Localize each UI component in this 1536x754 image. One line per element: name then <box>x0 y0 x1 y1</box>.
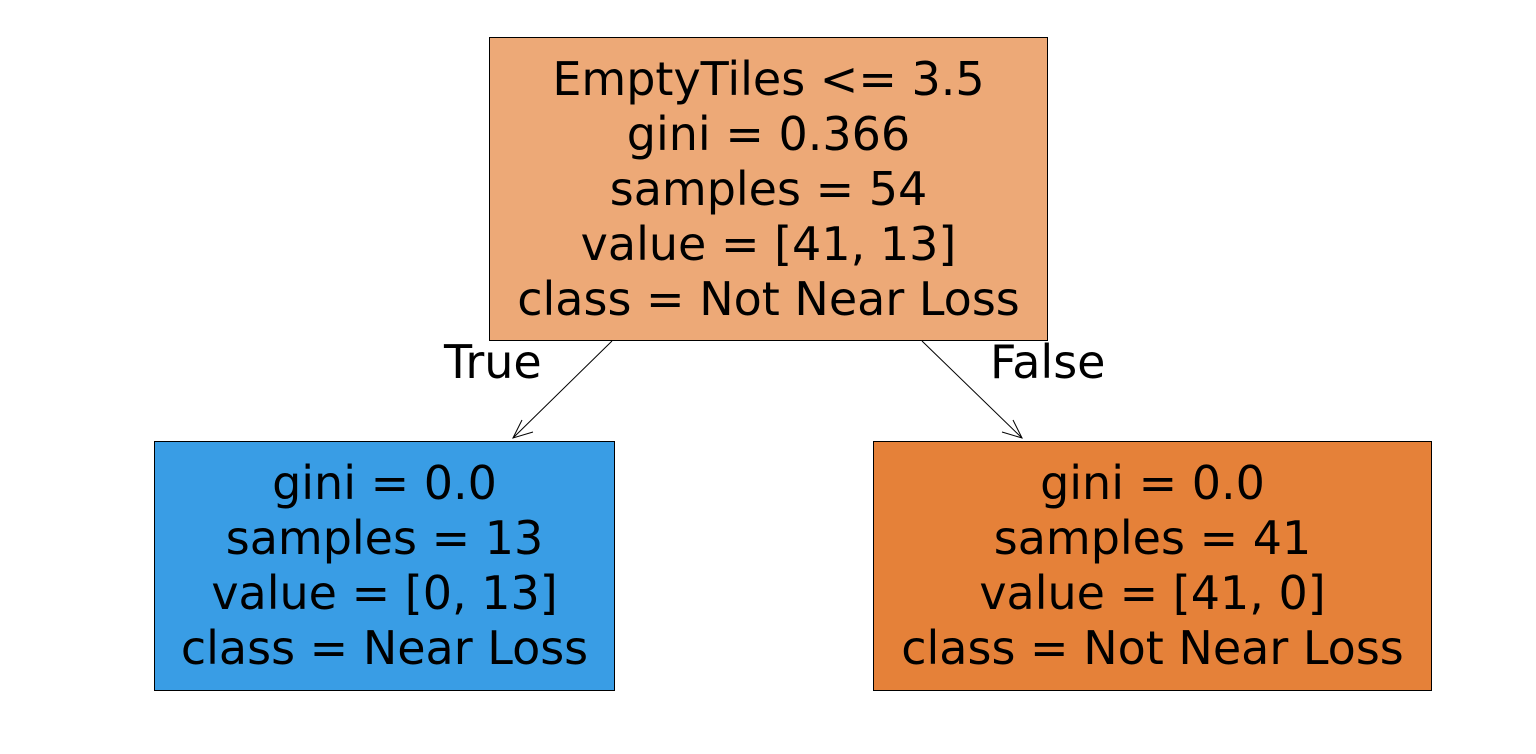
edge-false-arrowhead <box>1001 419 1023 439</box>
root-gini: gini = 0.366 <box>626 106 911 161</box>
right-samples: samples = 41 <box>993 511 1312 565</box>
edge-true-arrowhead <box>512 419 534 439</box>
left-leaf-node: gini = 0.0 samples = 13 value = [0, 13] … <box>154 441 615 691</box>
right-leaf-node: gini = 0.0 samples = 41 value = [41, 0] … <box>873 441 1432 691</box>
right-class: class = Not Near Loss <box>901 621 1404 675</box>
edge-label-true: True <box>444 335 542 389</box>
right-value: value = [41, 0] <box>979 566 1326 620</box>
root-samples: samples = 54 <box>609 161 928 216</box>
root-split-condition: EmptyTiles <= 3.5 <box>552 51 985 106</box>
root-class: class = Not Near Loss <box>517 271 1020 326</box>
edge-false <box>921 340 1023 439</box>
root-node: EmptyTiles <= 3.5 gini = 0.366 samples =… <box>489 37 1048 341</box>
right-gini: gini = 0.0 <box>1040 456 1265 510</box>
left-gini: gini = 0.0 <box>272 456 497 510</box>
left-samples: samples = 13 <box>225 511 544 565</box>
edge-true <box>512 340 613 439</box>
left-class: class = Near Loss <box>180 621 589 675</box>
edge-label-false: False <box>990 335 1106 389</box>
root-value: value = [41, 13] <box>580 216 957 271</box>
left-value: value = [0, 13] <box>211 566 558 620</box>
